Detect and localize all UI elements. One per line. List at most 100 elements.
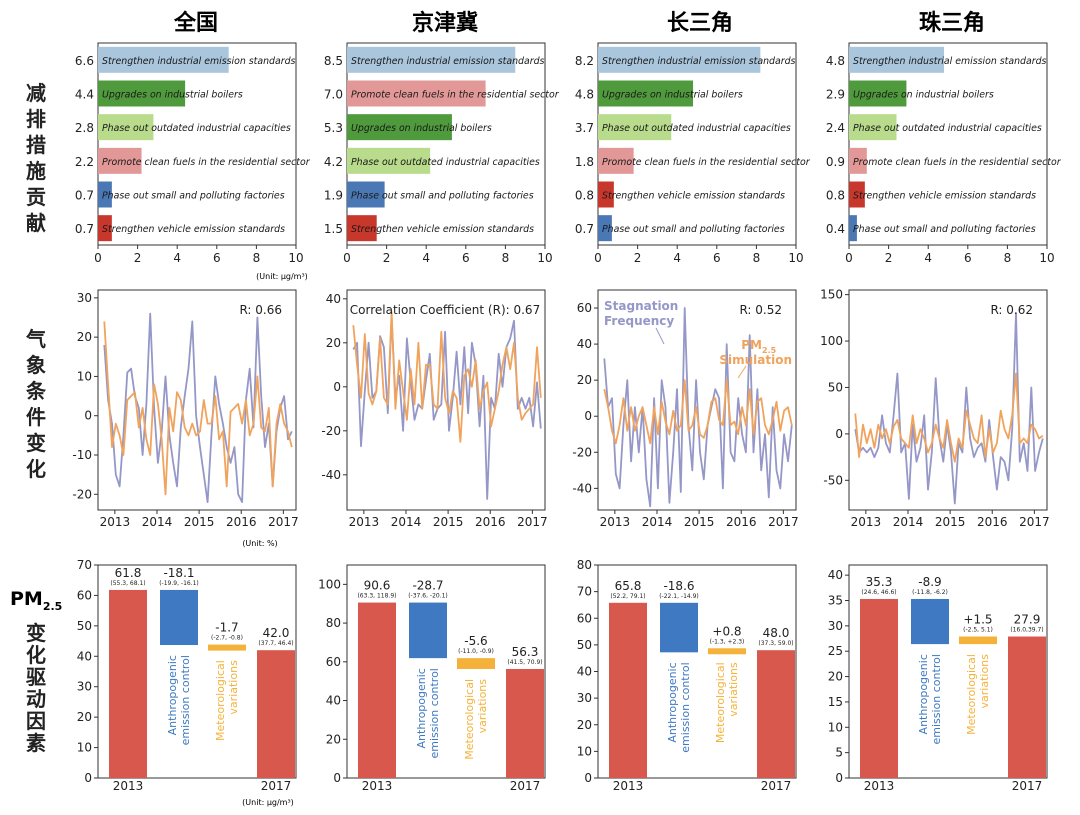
x-category-label: 2013: [613, 779, 644, 793]
plot-frame: [346, 289, 546, 511]
contribution-bar: [347, 80, 486, 107]
bar-value-label: 56.3: [512, 645, 539, 659]
x-tick-label: 8: [1004, 251, 1012, 265]
x-tick-label: 6: [213, 251, 221, 265]
x-tick-label: 4: [673, 251, 681, 265]
x-tick-label: 2015: [433, 515, 464, 529]
anthropogenic-label: Anthropogenic emission control: [666, 662, 692, 752]
pm-series-line: [352, 311, 542, 443]
x-tick-label: 6: [713, 251, 721, 265]
bar-range-label: (63.3, 118.9): [357, 593, 396, 600]
correlation-annotation: Correlation Coefficient (R): 0.67: [350, 303, 540, 317]
plot-frame: [97, 289, 297, 511]
bar-value-label: 8.2: [575, 54, 594, 68]
rotated-category-line: emission control: [428, 668, 441, 758]
x-tick-label: 2013: [100, 515, 131, 529]
year-bar: [358, 602, 396, 778]
bar-value-label: -8.9: [918, 575, 941, 589]
bar-value-label: +0.8: [712, 624, 741, 638]
contribution-bar: [98, 181, 112, 208]
bar-value-label: 4.8: [575, 88, 594, 102]
bar-category-label: Strengthen vehicle emission standards: [102, 224, 285, 235]
bar-category-label: Strengthen vehicle emission standards: [602, 191, 785, 202]
row-label-char: 变: [26, 431, 46, 455]
meteorological-label: Meteorological variations: [463, 679, 489, 760]
bar-category-label: Strengthen industrial emission standards: [853, 56, 1047, 67]
bar-value-label: 0.8: [826, 189, 845, 203]
contribution-bar: [849, 114, 897, 141]
bar-category-label: Phase out outdated industrial capacities: [351, 157, 540, 168]
contribution-bar: [849, 147, 867, 174]
year-bar: [109, 589, 147, 778]
bar-value-label: 2.8: [75, 121, 94, 135]
y-tick-label: 0: [835, 771, 843, 785]
row-label-char: 化: [26, 643, 46, 667]
x-category-label: 2017: [510, 779, 541, 793]
bar-range-label: (-2.7, -0.8): [211, 635, 243, 642]
bar-value-label: 6.6: [75, 54, 94, 68]
y-tick-label: 10: [577, 744, 592, 758]
bar-value-label: 4.4: [75, 88, 94, 102]
bar-category-label: Upgrades on industrial boilers: [102, 90, 243, 101]
meteorology-chart: 30 20 10 0 -10 -20 2013 2014 2015 2016 2017 R: 0.66: [72, 289, 299, 529]
bar-value-label: -18.6: [663, 579, 694, 593]
meteorology-chart: 40 20 0 -20 -40 2013 2014 2015 2016 2017 Correlati…: [321, 289, 548, 529]
x-tick-label: 4: [173, 251, 181, 265]
rotated-category-line: Anthropogenic: [415, 668, 428, 748]
y-tick-label: 20: [326, 732, 341, 746]
contribution-bar: [598, 114, 672, 141]
correlation-annotation: R: 0.66: [239, 303, 282, 317]
x-tick-label: 8: [502, 251, 510, 265]
y-tick-label: 0: [835, 427, 843, 441]
contribution-bar: [98, 114, 154, 141]
anthropogenic-bar: [660, 602, 698, 653]
y-tick-label: -20: [572, 445, 592, 459]
y-tick-label: 70: [77, 558, 92, 572]
bar-value-label: 8.5: [324, 54, 343, 68]
y-tick-label: 60: [577, 611, 592, 625]
bar-value-label: 1.9: [324, 189, 343, 203]
x-tick-label: 2: [885, 251, 893, 265]
y-tick-label: 0: [333, 771, 341, 785]
meteorology-chart: 150 100 50 0 -50 2013 2014 2015 2016 2017 R: 0.62: [820, 288, 1050, 529]
pm-series-line: [103, 321, 293, 496]
bar-value-label: 35.3: [866, 575, 893, 589]
plot-frame: [597, 42, 797, 246]
region-title-jjj: 京津冀: [412, 10, 478, 36]
rotated-category-line: variations: [978, 654, 991, 709]
bar-category-label: Phase out outdated industrial capacities: [602, 123, 791, 134]
bar-value-label: -28.7: [412, 579, 443, 593]
contribution-bar: [598, 46, 761, 73]
x-tick-label: 2016: [977, 515, 1008, 529]
contribution-bar: [849, 181, 865, 208]
contribution-bar: [849, 80, 907, 107]
bar-category-label: Upgrades on industrial boilers: [351, 123, 492, 134]
contribution-bar: [598, 215, 612, 242]
bar-value-label: 61.8: [115, 566, 142, 580]
bar-range-label: (37.7, 46.4): [258, 640, 293, 647]
series-label-frequency: Frequency: [604, 314, 674, 328]
bar-value-label: 2.2: [75, 155, 94, 169]
y-tick-label: 40: [326, 292, 341, 306]
bar-range-label: (-11.0, -0.9): [458, 648, 494, 655]
stagnation-series-line: [352, 315, 542, 500]
y-tick-label: 40: [577, 337, 592, 351]
y-tick-label: 30: [77, 291, 92, 305]
x-tick-label: 2013: [851, 515, 882, 529]
x-tick-label: 4: [422, 251, 430, 265]
bar-category-label: Phase out small and polluting factories: [351, 191, 534, 202]
bar-value-label: +1.5: [963, 613, 992, 627]
y-tick-label: 0: [584, 771, 592, 785]
row-label-char: 变: [26, 621, 46, 645]
plot-frame: [97, 564, 297, 779]
bar-value-label: 2.9: [826, 88, 845, 102]
bar-range-label: (-19.9, -16.1): [159, 580, 199, 587]
bar-category-label: Promote clean fuels in the residential s…: [602, 157, 811, 168]
x-tick-label: 2: [134, 251, 142, 265]
leader-line: [737, 365, 747, 379]
bar-category-label: Strengthen industrial emission standards: [602, 56, 796, 67]
y-tick-label: 40: [326, 694, 341, 708]
leader-line: [655, 327, 665, 345]
